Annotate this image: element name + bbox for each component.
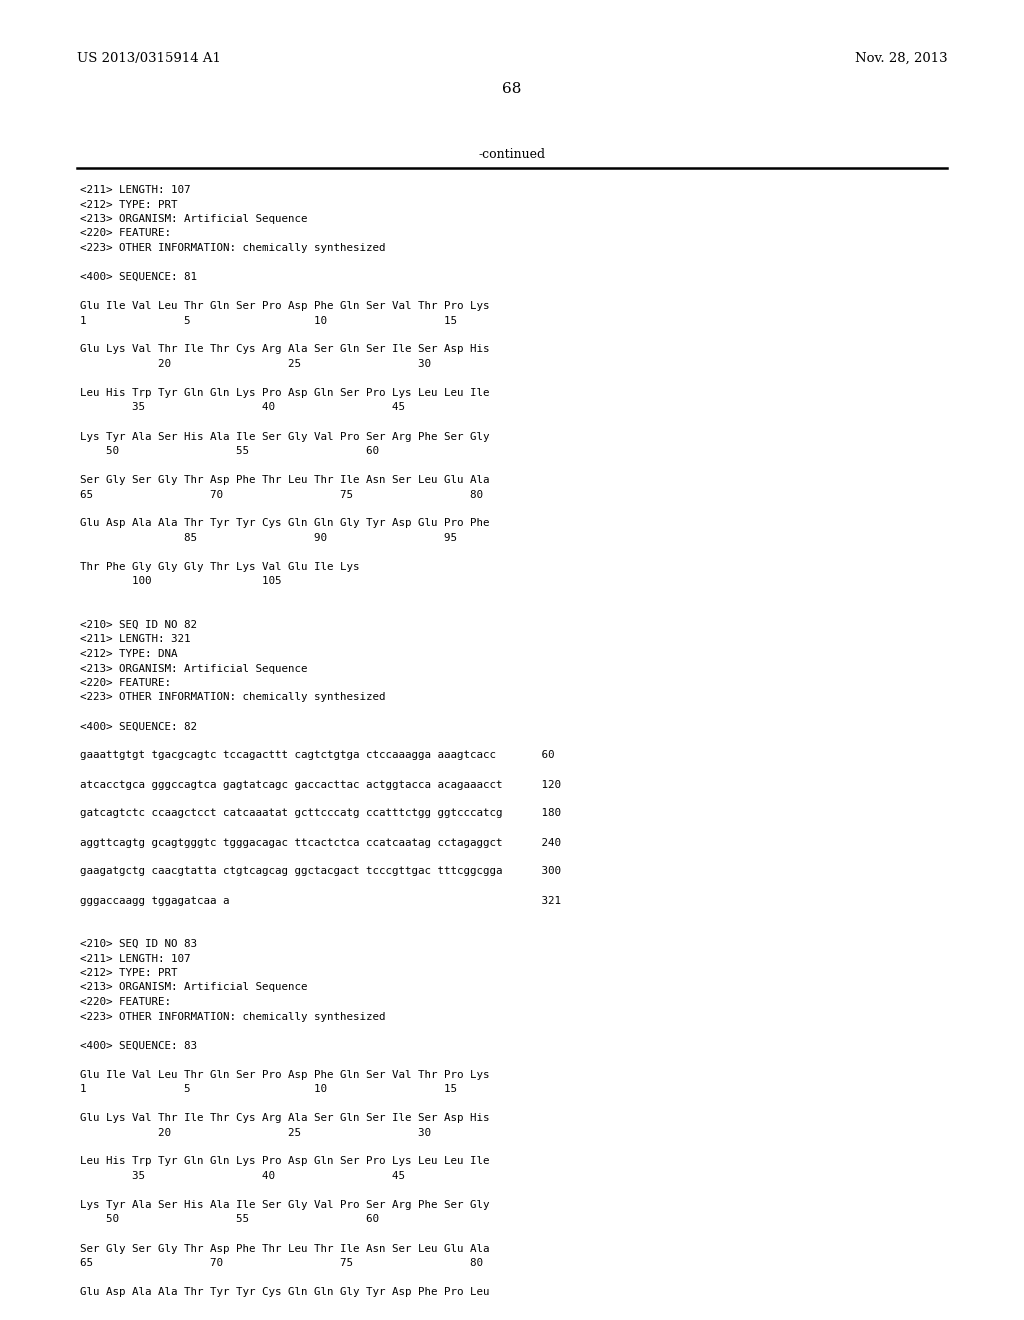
Text: <223> OTHER INFORMATION: chemically synthesized: <223> OTHER INFORMATION: chemically synt… [80,1011,385,1022]
Text: 20                  25                  30: 20 25 30 [80,359,431,370]
Text: Thr Phe Gly Gly Gly Thr Lys Val Glu Ile Lys: Thr Phe Gly Gly Gly Thr Lys Val Glu Ile … [80,562,359,572]
Text: <220> FEATURE:: <220> FEATURE: [80,678,171,688]
Text: <223> OTHER INFORMATION: chemically synthesized: <223> OTHER INFORMATION: chemically synt… [80,693,385,702]
Text: Glu Lys Val Thr Ile Thr Cys Arg Ala Ser Gln Ser Ile Ser Asp His: Glu Lys Val Thr Ile Thr Cys Arg Ala Ser … [80,345,489,355]
Text: <211> LENGTH: 107: <211> LENGTH: 107 [80,185,190,195]
Text: 100                 105: 100 105 [80,577,282,586]
Text: <400> SEQUENCE: 83: <400> SEQUENCE: 83 [80,1040,197,1051]
Text: <212> TYPE: DNA: <212> TYPE: DNA [80,649,177,659]
Text: <213> ORGANISM: Artificial Sequence: <213> ORGANISM: Artificial Sequence [80,982,307,993]
Text: <400> SEQUENCE: 81: <400> SEQUENCE: 81 [80,272,197,282]
Text: Glu Asp Ala Ala Thr Tyr Tyr Cys Gln Gln Gly Tyr Asp Phe Pro Leu: Glu Asp Ala Ala Thr Tyr Tyr Cys Gln Gln … [80,1287,489,1298]
Text: Leu His Trp Tyr Gln Gln Lys Pro Asp Gln Ser Pro Lys Leu Leu Ile: Leu His Trp Tyr Gln Gln Lys Pro Asp Gln … [80,1156,489,1167]
Text: atcacctgca gggccagtca gagtatcagc gaccacttac actggtacca acagaaacct      120: atcacctgca gggccagtca gagtatcagc gaccact… [80,780,561,789]
Text: gaaattgtgt tgacgcagtc tccagacttt cagtctgtga ctccaaagga aaagtcacc       60: gaaattgtgt tgacgcagtc tccagacttt cagtctg… [80,751,554,760]
Text: <213> ORGANISM: Artificial Sequence: <213> ORGANISM: Artificial Sequence [80,214,307,224]
Text: <223> OTHER INFORMATION: chemically synthesized: <223> OTHER INFORMATION: chemically synt… [80,243,385,253]
Text: 65                  70                  75                  80: 65 70 75 80 [80,1258,483,1269]
Text: <210> SEQ ID NO 82: <210> SEQ ID NO 82 [80,620,197,630]
Text: <211> LENGTH: 107: <211> LENGTH: 107 [80,953,190,964]
Text: 50                  55                  60: 50 55 60 [80,446,379,455]
Text: 1               5                   10                  15: 1 5 10 15 [80,315,457,326]
Text: <220> FEATURE:: <220> FEATURE: [80,997,171,1007]
Text: Lys Tyr Ala Ser His Ala Ile Ser Gly Val Pro Ser Arg Phe Ser Gly: Lys Tyr Ala Ser His Ala Ile Ser Gly Val … [80,1200,489,1210]
Text: 65                  70                  75                  80: 65 70 75 80 [80,490,483,499]
Text: 35                  40                  45: 35 40 45 [80,403,404,412]
Text: Leu His Trp Tyr Gln Gln Lys Pro Asp Gln Ser Pro Lys Leu Leu Ile: Leu His Trp Tyr Gln Gln Lys Pro Asp Gln … [80,388,489,399]
Text: 1               5                   10                  15: 1 5 10 15 [80,1084,457,1094]
Text: gatcagtctc ccaagctcct catcaaatat gcttcccatg ccatttctgg ggtcccatcg      180: gatcagtctc ccaagctcct catcaaatat gcttccc… [80,808,561,818]
Text: Lys Tyr Ala Ser His Ala Ile Ser Gly Val Pro Ser Arg Phe Ser Gly: Lys Tyr Ala Ser His Ala Ile Ser Gly Val … [80,432,489,441]
Text: aggttcagtg gcagtgggtc tgggacagac ttcactctca ccatcaatag cctagaggct      240: aggttcagtg gcagtgggtc tgggacagac ttcactc… [80,837,561,847]
Text: <211> LENGTH: 321: <211> LENGTH: 321 [80,635,190,644]
Text: 35                  40                  45: 35 40 45 [80,1171,404,1181]
Text: -continued: -continued [478,148,546,161]
Text: gggaccaagg tggagatcaa a                                                321: gggaccaagg tggagatcaa a 321 [80,895,561,906]
Text: <400> SEQUENCE: 82: <400> SEQUENCE: 82 [80,722,197,731]
Text: Glu Lys Val Thr Ile Thr Cys Arg Ala Ser Gln Ser Ile Ser Asp His: Glu Lys Val Thr Ile Thr Cys Arg Ala Ser … [80,1113,489,1123]
Text: <212> TYPE: PRT: <212> TYPE: PRT [80,968,177,978]
Text: <212> TYPE: PRT: <212> TYPE: PRT [80,199,177,210]
Text: Glu Ile Val Leu Thr Gln Ser Pro Asp Phe Gln Ser Val Thr Pro Lys: Glu Ile Val Leu Thr Gln Ser Pro Asp Phe … [80,1069,489,1080]
Text: <213> ORGANISM: Artificial Sequence: <213> ORGANISM: Artificial Sequence [80,664,307,673]
Text: Ser Gly Ser Gly Thr Asp Phe Thr Leu Thr Ile Asn Ser Leu Glu Ala: Ser Gly Ser Gly Thr Asp Phe Thr Leu Thr … [80,475,489,484]
Text: <210> SEQ ID NO 83: <210> SEQ ID NO 83 [80,939,197,949]
Text: 85                  90                  95: 85 90 95 [80,533,457,543]
Text: Glu Asp Ala Ala Thr Tyr Tyr Cys Gln Gln Gly Tyr Asp Glu Pro Phe: Glu Asp Ala Ala Thr Tyr Tyr Cys Gln Gln … [80,519,489,528]
Text: US 2013/0315914 A1: US 2013/0315914 A1 [77,51,221,65]
Text: <220> FEATURE:: <220> FEATURE: [80,228,171,239]
Text: Glu Ile Val Leu Thr Gln Ser Pro Asp Phe Gln Ser Val Thr Pro Lys: Glu Ile Val Leu Thr Gln Ser Pro Asp Phe … [80,301,489,312]
Text: 50                  55                  60: 50 55 60 [80,1214,379,1225]
Text: 68: 68 [503,82,521,96]
Text: gaagatgctg caacgtatta ctgtcagcag ggctacgact tcccgttgac tttcggcgga      300: gaagatgctg caacgtatta ctgtcagcag ggctacg… [80,866,561,876]
Text: Ser Gly Ser Gly Thr Asp Phe Thr Leu Thr Ile Asn Ser Leu Glu Ala: Ser Gly Ser Gly Thr Asp Phe Thr Leu Thr … [80,1243,489,1254]
Text: 20                  25                  30: 20 25 30 [80,1127,431,1138]
Text: Nov. 28, 2013: Nov. 28, 2013 [855,51,947,65]
